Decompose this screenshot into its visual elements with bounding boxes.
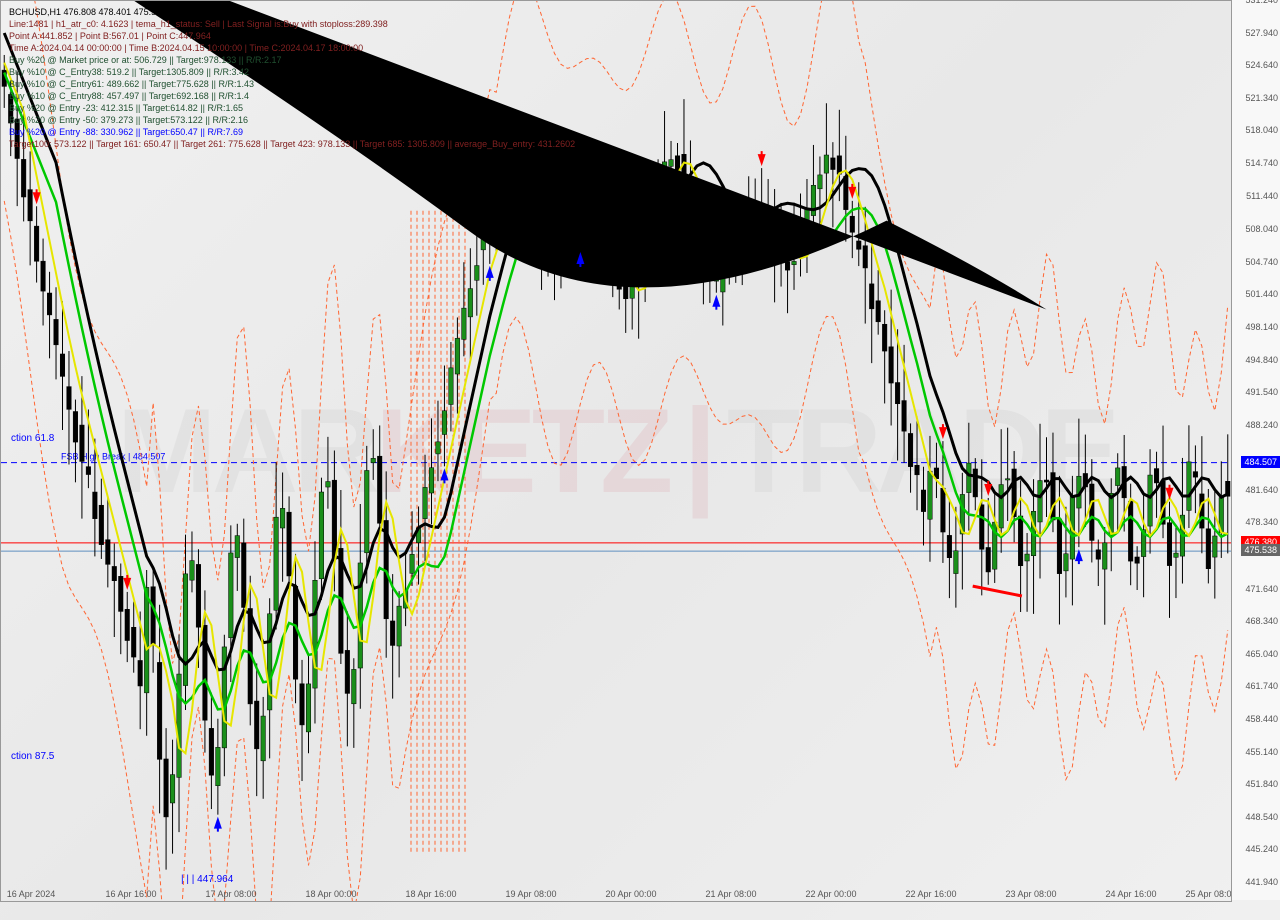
x-tick: 18 Apr 00:00: [305, 889, 356, 899]
x-tick: 20 Apr 00:00: [605, 889, 656, 899]
x-tick: 24 Apr 16:00: [1105, 889, 1156, 899]
chart-container[interactable]: MARKETZ|TRADE FSB High Break | 484.507 B…: [0, 0, 1232, 902]
x-tick: 16 Apr 2024: [7, 889, 56, 899]
info-line: Buy %10 @ C_Entry61: 489.662 || Target:7…: [9, 79, 254, 89]
x-tick: 18 Apr 16:00: [405, 889, 456, 899]
y-tick: 455.140: [1245, 747, 1278, 757]
y-tick: 481.640: [1245, 485, 1278, 495]
y-tick: 491.540: [1245, 387, 1278, 397]
x-tick: 19 Apr 08:00: [505, 889, 556, 899]
y-tick: 494.840: [1245, 355, 1278, 365]
y-tick: 461.740: [1245, 681, 1278, 691]
y-tick: 514.740: [1245, 158, 1278, 168]
y-tick: 441.940: [1245, 877, 1278, 887]
svg-text:FSB High Break | 484.507: FSB High Break | 484.507: [61, 452, 165, 462]
y-tick: 508.040: [1245, 224, 1278, 234]
x-tick: 25 Apr 08:00: [1185, 889, 1236, 899]
y-tick: 448.540: [1245, 812, 1278, 822]
y-axis: 531.240 527.940 524.640 521.340 518.040 514.7…: [1231, 0, 1280, 900]
y-tick: 465.040: [1245, 649, 1278, 659]
y-tick: 488.240: [1245, 420, 1278, 430]
info-line: Point A:441.852 | Point B:567.01 | Point…: [9, 31, 211, 41]
y-tick: 451.840: [1245, 779, 1278, 789]
info-line: Buy %20 @ Entry -23: 412.315 || Target:6…: [9, 103, 243, 113]
x-tick: 22 Apr 16:00: [905, 889, 956, 899]
y-tick: 484.507: [1241, 456, 1280, 468]
x-tick: 16 Apr 16:00: [105, 889, 156, 899]
y-tick: 458.440: [1245, 714, 1278, 724]
blue-label: ction 87.5: [11, 751, 54, 762]
y-tick: 498.140: [1245, 322, 1278, 332]
y-tick: 511.440: [1246, 191, 1278, 201]
y-tick: 524.640: [1245, 60, 1278, 70]
y-tick: 521.340: [1245, 93, 1278, 103]
y-tick: 518.040: [1245, 125, 1278, 135]
y-tick: 445.240: [1245, 844, 1278, 854]
x-tick: 17 Apr 08:00: [205, 889, 256, 899]
x-axis: 16 Apr 2024 16 Apr 16:00 17 Apr 08:00 18 Ap…: [1, 883, 1231, 901]
info-line: Target100: 573.122 || Target 161: 650.47…: [9, 139, 575, 149]
info-line: Time A:2024.04.14 00:00:00 | Time B:2024…: [9, 43, 363, 53]
info-line: Line:1481 | h1_atr_c0: 4.1623 | tema_h1_…: [9, 19, 388, 29]
y-tick: 471.640: [1245, 584, 1278, 594]
y-tick: 468.340: [1245, 616, 1278, 626]
info-line: Buy %10 @ C_Entry38: 519.2 || Target:130…: [9, 67, 249, 77]
y-tick: 504.740: [1245, 257, 1278, 267]
info-line: Buy %10 @ C_Entry88: 457.497 || Target:6…: [9, 91, 249, 101]
info-line: Buy %20 @ Entry -88: 330.962 || Target:6…: [9, 127, 243, 137]
info-line: Buy %20 @ Entry -50: 379.273 || Target:5…: [9, 115, 248, 125]
y-tick: 527.940: [1245, 28, 1278, 38]
x-tick: 22 Apr 00:00: [805, 889, 856, 899]
y-tick: 475.538: [1241, 544, 1280, 556]
y-tick: 531.240: [1245, 0, 1278, 5]
x-tick: 23 Apr 08:00: [1005, 889, 1056, 899]
info-line: Buy %20 @ Market price or at: 506.729 ||…: [9, 55, 281, 65]
y-tick: 501.440: [1245, 289, 1278, 299]
y-tick: 478.340: [1245, 517, 1278, 527]
symbol-line: BCHUSD,H1 476.808 478.401 475.538 475.53…: [9, 7, 201, 17]
watermark: MARKETZ|TRADE: [117, 382, 1116, 520]
blue-label: ction 61.8: [11, 433, 54, 444]
x-tick: 21 Apr 08:00: [705, 889, 756, 899]
